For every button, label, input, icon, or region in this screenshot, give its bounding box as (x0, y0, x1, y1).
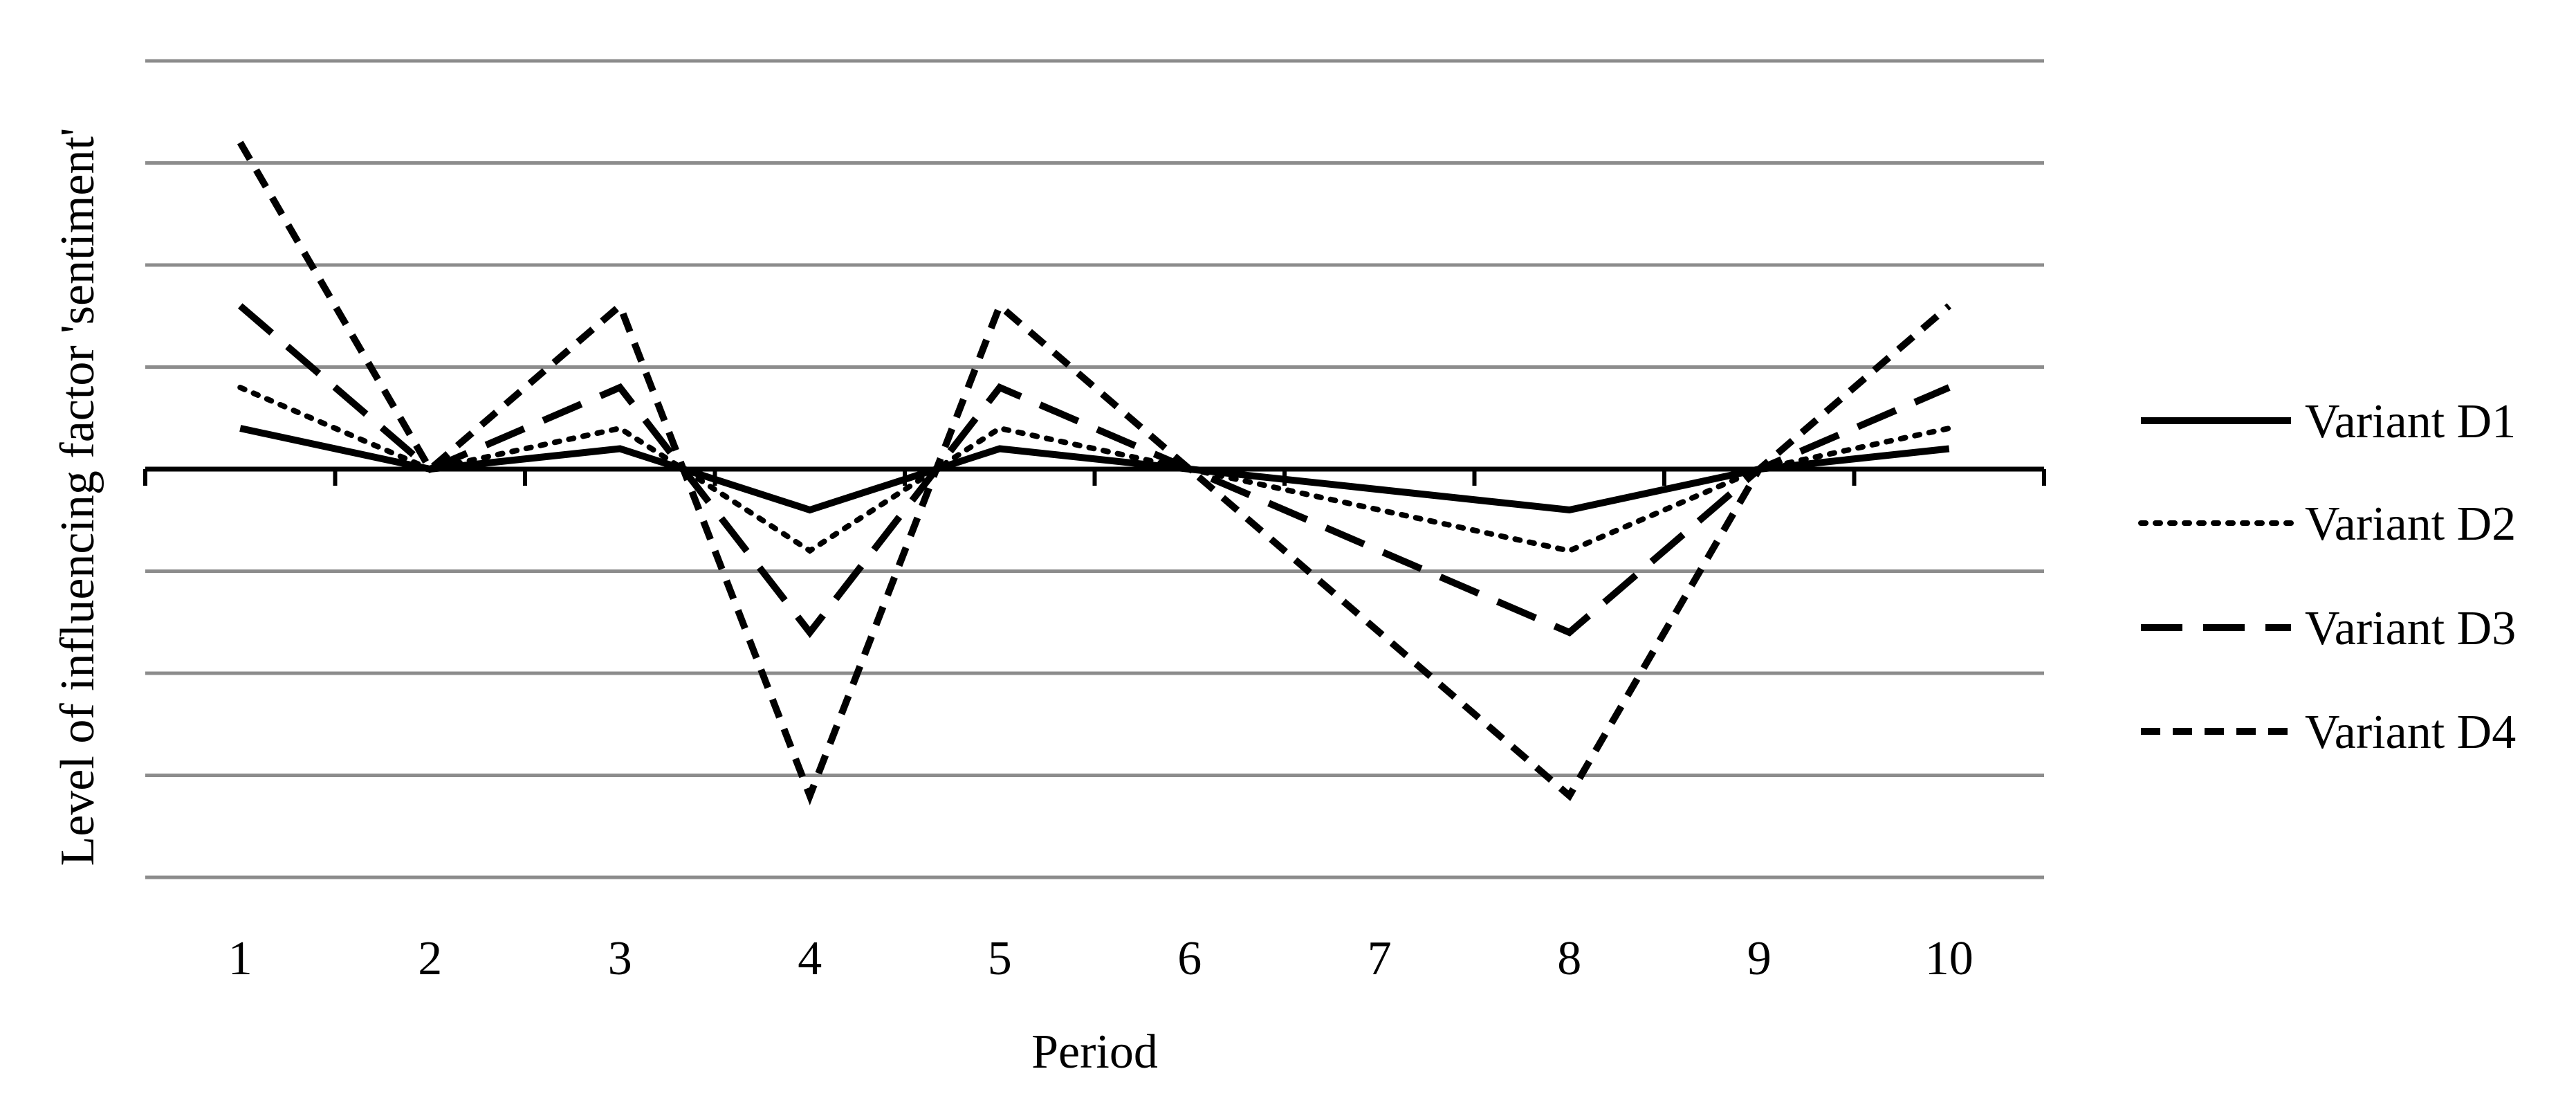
series-line-3 (237, 303, 1951, 639)
x-tick-label: 3 (608, 932, 632, 985)
legend-label: Variant D4 (2305, 706, 2516, 759)
x-axis-title: Period (1031, 1025, 1158, 1079)
x-tick-label: 7 (1368, 932, 1392, 985)
x-tick-label: 6 (1177, 932, 1202, 985)
series-line-2 (237, 385, 1952, 554)
x-tick-label: 9 (1747, 932, 1772, 985)
legend-item-1: Variant D1 (2141, 395, 2516, 448)
x-tick-label: 2 (418, 932, 442, 985)
legend: Variant D1 Variant D2 Variant D3 Variant D4 (2138, 395, 2516, 759)
x-tick-label: 4 (798, 932, 822, 985)
legend-item-3: Variant D3 (2141, 602, 2516, 655)
series-line-4 (237, 140, 1952, 805)
y-axis-title: Level of influencing factor 'sentiment' (51, 127, 104, 866)
legend-item-2: Variant D2 (2138, 497, 2516, 551)
series-layer (237, 140, 1952, 805)
series-line-1 (239, 425, 1950, 514)
x-tick-label: 8 (1557, 932, 1581, 985)
legend-label: Variant D1 (2305, 395, 2516, 448)
x-tick-labels: 1 2 3 4 5 6 7 8 9 10 (228, 932, 1974, 985)
gridlines (145, 59, 2044, 879)
x-tick-label: 10 (1925, 932, 1974, 985)
x-tick-label: 1 (228, 932, 252, 985)
legend-label: Variant D3 (2305, 602, 2516, 655)
legend-item-4: Variant D4 (2141, 706, 2516, 759)
legend-label: Variant D2 (2305, 497, 2516, 551)
x-tick-label: 5 (988, 932, 1012, 985)
